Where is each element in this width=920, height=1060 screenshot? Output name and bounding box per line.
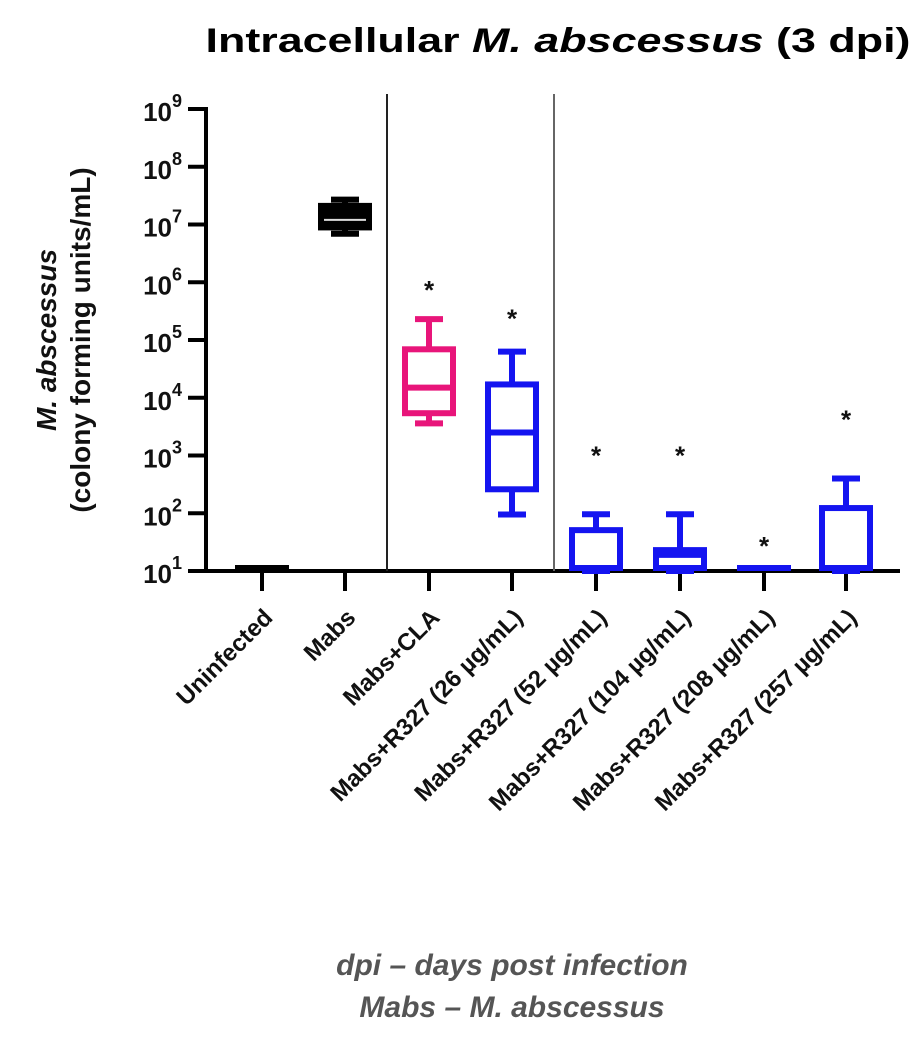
y-axis-label-line1: M. abscessus bbox=[31, 249, 62, 431]
y-tick-label: 105 bbox=[143, 322, 182, 358]
significance-asterisk: * bbox=[841, 404, 852, 434]
significance-asterisk: * bbox=[591, 440, 602, 470]
footnote-dpi: dpi – days post infection bbox=[336, 949, 688, 982]
y-tick-label: 107 bbox=[143, 207, 182, 243]
chart-title: Intracellular M. abscessus (3 dpi) bbox=[206, 22, 911, 60]
y-tick-label: 103 bbox=[143, 438, 182, 474]
y-tick-label: 101 bbox=[143, 553, 182, 589]
box bbox=[402, 346, 456, 417]
y-axis-label-line2: (colony forming units/mL) bbox=[65, 167, 96, 512]
box bbox=[819, 505, 873, 572]
box bbox=[318, 202, 372, 231]
box bbox=[569, 527, 623, 571]
x-category-label: Mabs bbox=[299, 604, 361, 666]
significance-asterisk: * bbox=[675, 440, 686, 470]
box bbox=[485, 381, 539, 493]
significance-asterisk: * bbox=[759, 531, 770, 561]
significance-asterisk: * bbox=[424, 275, 435, 305]
footnote-mabs: Mabs – M. abscessus bbox=[359, 991, 664, 1024]
significance-asterisk: * bbox=[507, 304, 518, 334]
y-tick-label: 109 bbox=[143, 91, 182, 127]
y-tick-label: 104 bbox=[143, 380, 182, 416]
y-tick-label: 108 bbox=[143, 149, 182, 185]
x-category-label: Uninfected bbox=[171, 604, 278, 711]
y-tick-label: 102 bbox=[143, 495, 182, 531]
y-tick-label: 106 bbox=[143, 264, 182, 300]
